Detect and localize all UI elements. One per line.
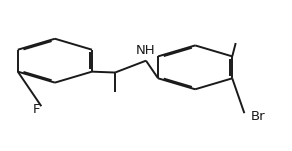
- Text: F: F: [32, 103, 40, 116]
- Text: NH: NH: [136, 43, 156, 56]
- Text: Br: Br: [251, 110, 265, 123]
